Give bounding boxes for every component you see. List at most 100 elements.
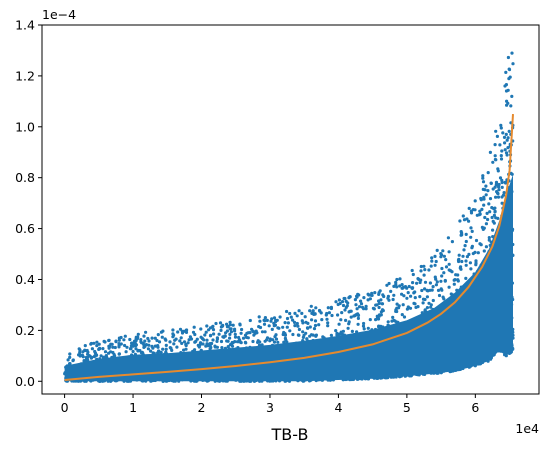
- scatter-point: [481, 176, 485, 180]
- scatter-point: [114, 339, 118, 343]
- scatter-point: [129, 344, 133, 348]
- scatter-point: [419, 278, 423, 282]
- scatter-point: [360, 305, 365, 309]
- scatter-point: [427, 268, 431, 272]
- scatter-point: [464, 232, 468, 236]
- scatter-point: [327, 311, 331, 315]
- scatter-point: [310, 318, 314, 322]
- scatter-point: [263, 319, 267, 323]
- scatter-point: [440, 274, 444, 278]
- scatter-point: [444, 265, 449, 269]
- scatter-point: [340, 300, 345, 304]
- scatter-point: [321, 335, 325, 339]
- scatter-point: [226, 339, 230, 343]
- scatter-point: [136, 332, 140, 336]
- scatter-point: [337, 322, 341, 326]
- scatter-point: [226, 324, 230, 328]
- scatter-point: [272, 316, 277, 320]
- scatter-point: [415, 281, 419, 285]
- scatter-point: [243, 333, 248, 337]
- scatter-point: [117, 342, 121, 346]
- scatter-point: [226, 345, 230, 349]
- scatter-point: [160, 335, 164, 339]
- scatter-point: [493, 206, 497, 210]
- scatter-point: [314, 306, 318, 310]
- scatter-point: [164, 343, 168, 347]
- scatter-point: [377, 305, 381, 310]
- scatter-point: [171, 335, 175, 339]
- scatter-point: [320, 318, 324, 322]
- scatter-point: [462, 218, 467, 222]
- scatter-point: [461, 214, 465, 218]
- scatter-point: [306, 321, 310, 325]
- scatter-point: [86, 358, 90, 362]
- x-tick-label: 5: [403, 400, 411, 415]
- scatter-point: [357, 305, 362, 309]
- scatter-point: [314, 334, 318, 338]
- scatter-point: [267, 324, 271, 328]
- scatter-point: [211, 325, 215, 329]
- scatter-point: [496, 192, 500, 196]
- scatter-point: [215, 345, 219, 349]
- scatter-point: [437, 293, 442, 298]
- scatter-point: [362, 321, 366, 326]
- x-axis-label: TB-B: [271, 425, 309, 444]
- scatter-point: [484, 184, 488, 188]
- scatter-point: [220, 324, 225, 328]
- scatter-point: [78, 350, 82, 354]
- scatter-point: [211, 328, 216, 332]
- scatter-point: [423, 268, 427, 272]
- y-tick-label: 0.0: [15, 374, 35, 389]
- scatter-point: [274, 337, 279, 341]
- scatter-point: [414, 305, 418, 309]
- scatter-dense-core: [64, 174, 513, 382]
- scatter-point: [295, 321, 299, 326]
- scatter-point: [392, 318, 396, 322]
- scatter-point: [510, 94, 514, 98]
- scatter-point: [265, 318, 269, 322]
- scatter-point: [411, 272, 415, 277]
- scatter-point: [215, 336, 219, 340]
- scatter-point: [325, 317, 329, 321]
- scatter-point: [191, 330, 196, 334]
- scatter-point: [341, 303, 346, 308]
- scatter-point: [185, 328, 189, 332]
- scatter-point: [239, 341, 243, 345]
- scatter-point: [493, 154, 497, 158]
- scatter-point: [243, 340, 247, 344]
- scatter-point: [263, 330, 267, 334]
- scatter-point: [508, 75, 512, 79]
- scatter-point: [431, 285, 435, 289]
- scatter-point: [439, 279, 443, 283]
- scatter-point: [241, 336, 246, 340]
- scatter-point: [233, 332, 237, 336]
- scatter-point: [172, 342, 176, 346]
- scatter-point: [502, 191, 506, 195]
- scatter-point: [205, 324, 209, 328]
- scatter-point: [178, 339, 182, 343]
- scatter-point: [419, 269, 423, 273]
- scatter-point: [207, 328, 211, 332]
- scatter-point: [308, 309, 312, 313]
- scatter-point: [375, 317, 379, 321]
- scatter-point: [89, 356, 93, 360]
- scatter-point: [423, 297, 427, 302]
- scatter-point: [215, 339, 219, 343]
- scatter-point: [503, 141, 507, 145]
- scatter-point: [303, 315, 307, 319]
- scatter-point: [499, 126, 503, 130]
- scatter-point: [425, 288, 429, 292]
- x-tick-label: 6: [471, 400, 479, 415]
- scatter-point: [441, 249, 445, 253]
- scatter-point: [481, 187, 485, 191]
- scatter-point: [157, 340, 162, 344]
- scatter-point: [460, 259, 464, 264]
- scatter-point: [418, 295, 422, 299]
- scatter-point: [220, 346, 224, 350]
- scatter-point: [180, 341, 184, 345]
- scatter-point: [433, 263, 437, 267]
- scatter-point: [411, 281, 415, 285]
- scatter-point: [179, 336, 183, 340]
- scatter-point: [436, 288, 441, 292]
